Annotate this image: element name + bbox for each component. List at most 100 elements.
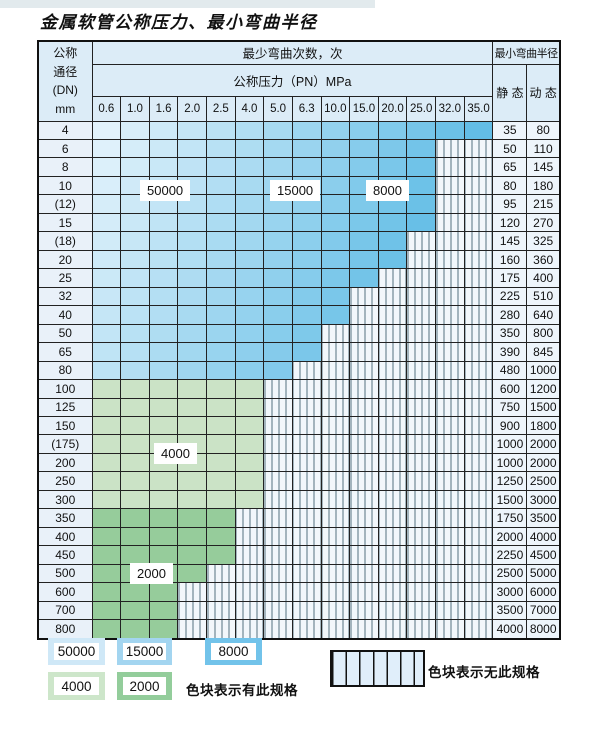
table-row: 40 280 640 (37, 305, 561, 325)
table-row: (12) 95 215 (37, 194, 561, 214)
no-spec-cell (349, 305, 379, 325)
no-spec-cell (406, 323, 436, 344)
spec-available-cell (206, 508, 236, 528)
spec-available-cell (377, 138, 408, 159)
no-spec-cell (349, 415, 379, 436)
no-spec-cell (320, 397, 351, 418)
legend-swatch-label: 8000 (211, 643, 256, 660)
spec-available-cell (120, 120, 150, 140)
spec-available-cell (148, 379, 179, 399)
header-dynamic: 动 态 (526, 63, 561, 122)
header-pressure-value: 6.3 (291, 95, 322, 122)
no-spec-cell (406, 249, 436, 270)
static-radius-cell: 1750 (492, 508, 528, 528)
spec-available-cell (349, 138, 379, 159)
table-row: 6 50 110 (37, 138, 561, 159)
header-pressure-value: 1.6 (148, 95, 179, 122)
no-spec-cell (435, 194, 465, 214)
dynamic-radius-cell: 2000 (526, 452, 561, 473)
spec-available-cell (206, 434, 236, 454)
no-spec-cell (349, 489, 379, 510)
header-bend-count: 最少弯曲次数，次 (91, 40, 494, 65)
no-spec-cell (435, 471, 465, 491)
static-radius-cell: 750 (492, 397, 528, 418)
spec-available-cell (177, 249, 207, 270)
no-spec-cell (234, 545, 265, 565)
spec-available-cell (148, 231, 179, 251)
spec-available-cell (320, 175, 351, 196)
spec-available-cell (234, 397, 265, 418)
dynamic-radius-cell: 80 (526, 120, 561, 140)
spec-available-cell (206, 379, 236, 399)
no-spec-cell (406, 268, 436, 288)
no-spec-cell (377, 563, 408, 584)
spec-available-cell (406, 175, 436, 196)
table-row: 125 750 1500 (37, 397, 561, 418)
spec-available-cell (177, 120, 207, 140)
no-spec-cell (435, 249, 465, 270)
dn-cell: 500 (37, 563, 93, 584)
spec-available-cell (206, 545, 236, 565)
spec-available-cell (177, 563, 207, 584)
spec-available-cell (120, 545, 150, 565)
spec-table-area: 公称 通径 (DN) mm 最少弯曲次数，次 最小弯曲半径 公称压力（PN）MP… (37, 40, 561, 640)
dn-cell: 80 (37, 360, 93, 381)
dynamic-radius-cell: 4000 (526, 526, 561, 547)
no-spec-cell (406, 563, 436, 584)
no-spec-cell (463, 582, 494, 602)
spec-available-cell (148, 323, 179, 344)
no-spec-cell (263, 415, 293, 436)
no-spec-cell (320, 619, 351, 640)
spec-available-cell (349, 212, 379, 233)
legend-swatch: 4000 (48, 672, 105, 700)
no-spec-cell (320, 489, 351, 510)
no-spec-cell (234, 619, 265, 640)
spec-available-cell (91, 452, 122, 473)
spec-available-cell (406, 157, 436, 177)
spec-available-cell (206, 157, 236, 177)
spec-available-cell (177, 212, 207, 233)
spec-available-cell (234, 175, 265, 196)
header-pressure-value: 4.0 (234, 95, 265, 122)
no-spec-cell (320, 600, 351, 621)
header-pressure-value: 20.0 (377, 95, 408, 122)
header-dn-line: (DN) (52, 83, 78, 98)
spec-available-cell (234, 452, 265, 473)
dynamic-radius-cell: 8000 (526, 619, 561, 640)
no-spec-cell (377, 489, 408, 510)
spec-available-cell (120, 619, 150, 640)
dynamic-radius-cell: 6000 (526, 582, 561, 602)
dynamic-radius-cell: 845 (526, 342, 561, 362)
spec-available-cell (263, 360, 293, 381)
dynamic-radius-cell: 110 (526, 138, 561, 159)
spec-available-cell (320, 120, 351, 140)
spec-available-cell (91, 323, 122, 344)
no-spec-cell (435, 582, 465, 602)
spec-available-cell (148, 305, 179, 325)
table-row: 450 2250 4500 (37, 545, 561, 565)
table-row: (18) 145 325 (37, 231, 561, 251)
spec-available-cell (91, 342, 122, 362)
no-spec-cell (291, 452, 322, 473)
spec-available-cell (91, 231, 122, 251)
spec-available-cell (148, 545, 179, 565)
spec-available-cell (234, 323, 265, 344)
no-spec-cell (349, 563, 379, 584)
no-spec-cell (463, 600, 494, 621)
header-dn-line: mm (55, 101, 76, 116)
spec-available-cell (177, 526, 207, 547)
dn-cell: (175) (37, 434, 93, 454)
no-spec-cell (435, 360, 465, 381)
dn-cell: 400 (37, 526, 93, 547)
spec-available-cell (91, 545, 122, 565)
spec-available-cell (234, 249, 265, 270)
spec-available-cell (206, 415, 236, 436)
legend-swatch: 8000 (205, 638, 262, 665)
no-spec-cell (406, 434, 436, 454)
spec-available-cell (234, 286, 265, 307)
no-spec-cell (377, 342, 408, 362)
no-spec-cell (263, 379, 293, 399)
no-spec-cell (463, 563, 494, 584)
spec-available-cell (120, 397, 150, 418)
static-radius-cell: 900 (492, 415, 528, 436)
